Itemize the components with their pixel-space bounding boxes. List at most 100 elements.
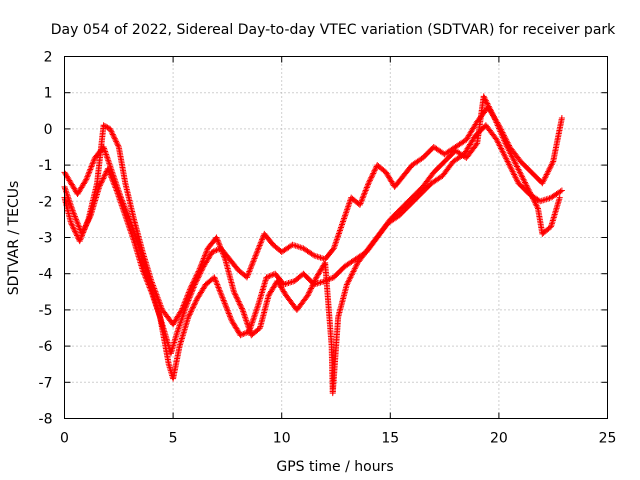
data-point bbox=[508, 153, 515, 160]
data-point bbox=[512, 160, 519, 167]
data-point bbox=[111, 134, 118, 141]
data-point bbox=[196, 265, 203, 272]
data-point bbox=[339, 221, 346, 228]
data-point bbox=[107, 172, 114, 179]
data-point bbox=[108, 175, 115, 182]
data-point bbox=[104, 155, 111, 162]
data-point bbox=[538, 197, 545, 204]
data-point bbox=[350, 268, 357, 275]
data-point bbox=[184, 293, 191, 300]
data-point bbox=[499, 134, 506, 141]
data-point bbox=[224, 306, 231, 313]
data-point bbox=[185, 312, 192, 319]
data-point bbox=[248, 321, 255, 328]
data-point bbox=[235, 298, 242, 305]
data-point bbox=[259, 235, 266, 242]
data-point bbox=[184, 292, 191, 299]
data-point bbox=[370, 169, 377, 176]
y-tick-label: -4 bbox=[39, 267, 53, 283]
data-point bbox=[111, 135, 118, 142]
data-point bbox=[84, 219, 91, 226]
data-point bbox=[522, 180, 529, 187]
data-point bbox=[335, 230, 342, 237]
data-point bbox=[210, 248, 217, 255]
data-point bbox=[237, 302, 244, 309]
data-point bbox=[249, 259, 256, 266]
data-point bbox=[122, 212, 129, 219]
data-point bbox=[113, 138, 120, 145]
data-point bbox=[548, 161, 555, 168]
data-point bbox=[232, 291, 239, 298]
data-point bbox=[267, 272, 274, 279]
data-point bbox=[226, 311, 233, 318]
data-point bbox=[183, 295, 190, 302]
data-point bbox=[220, 297, 227, 304]
data-point bbox=[339, 220, 346, 227]
data-point bbox=[251, 312, 258, 319]
data-point bbox=[108, 174, 115, 181]
series-track-3 bbox=[61, 93, 563, 397]
data-point bbox=[71, 226, 78, 233]
data-point bbox=[217, 288, 224, 295]
data-point bbox=[83, 220, 90, 227]
data-point bbox=[124, 220, 131, 227]
data-point bbox=[309, 282, 316, 289]
data-point bbox=[532, 199, 539, 206]
data-point bbox=[363, 184, 370, 191]
data-point bbox=[528, 192, 535, 199]
data-point bbox=[310, 281, 317, 288]
data-point bbox=[344, 206, 351, 213]
data-point bbox=[103, 151, 110, 158]
data-point bbox=[177, 308, 184, 315]
data-point bbox=[497, 128, 504, 135]
data-point bbox=[176, 321, 183, 328]
data-point bbox=[177, 319, 184, 326]
data-point bbox=[222, 301, 229, 308]
data-point bbox=[75, 223, 82, 230]
data-point bbox=[156, 312, 163, 319]
data-point bbox=[110, 178, 117, 185]
data-point bbox=[346, 199, 353, 206]
data-point bbox=[186, 288, 193, 295]
data-point bbox=[503, 157, 510, 164]
data-point bbox=[111, 183, 118, 190]
data-point bbox=[501, 152, 508, 159]
data-point bbox=[215, 284, 222, 291]
data-point bbox=[89, 162, 96, 169]
data-point bbox=[200, 255, 207, 262]
data-point bbox=[348, 272, 355, 279]
data-point bbox=[182, 298, 189, 305]
data-point bbox=[511, 157, 518, 164]
data-point bbox=[117, 199, 124, 206]
data-point bbox=[342, 211, 349, 218]
data-point bbox=[100, 174, 107, 181]
data-point bbox=[504, 144, 511, 151]
y-tick-label: 2 bbox=[44, 50, 53, 66]
data-point bbox=[193, 272, 200, 279]
data-point bbox=[213, 247, 220, 254]
data-point bbox=[110, 132, 117, 139]
data-point bbox=[513, 162, 520, 169]
data-point bbox=[511, 172, 518, 179]
data-point bbox=[483, 99, 490, 106]
data-point bbox=[178, 306, 185, 313]
data-point bbox=[473, 141, 480, 148]
data-point bbox=[186, 286, 193, 293]
data-point bbox=[370, 170, 377, 177]
data-point bbox=[231, 290, 238, 297]
data-point bbox=[115, 142, 122, 149]
data-point bbox=[252, 254, 259, 261]
data-point bbox=[542, 174, 549, 181]
data-point bbox=[506, 162, 513, 169]
data-point bbox=[498, 145, 505, 152]
data-point bbox=[211, 275, 218, 282]
data-point bbox=[497, 129, 504, 136]
data-point bbox=[488, 109, 495, 116]
data-point bbox=[109, 130, 116, 137]
data-point bbox=[341, 215, 348, 222]
data-point bbox=[86, 169, 93, 176]
data-point bbox=[508, 151, 515, 158]
data-point bbox=[114, 190, 121, 197]
data-point bbox=[83, 176, 90, 183]
